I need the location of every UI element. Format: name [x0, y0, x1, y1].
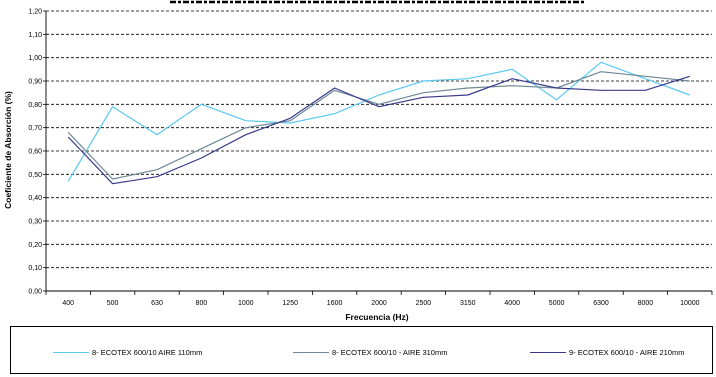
x-tick-labels: 400 500 630 800 1000 1250 1600 2000 2500 3150 4000… — [62, 300, 699, 307]
legend-label: 8- ECOTEX 600/10 - AIRE 310mm — [332, 348, 448, 357]
x-tick-label: 4000 — [504, 300, 520, 307]
y-tick-label: 0,70 — [28, 125, 42, 132]
x-tick-label: 5000 — [549, 300, 565, 307]
y-tick-label: 0,20 — [28, 242, 42, 249]
y-tick-label: 1,10 — [28, 32, 42, 39]
x-tick-label: 2500 — [416, 300, 432, 307]
axes — [43, 10, 713, 295]
x-tick-label: 10000 — [680, 300, 700, 307]
y-tick-label: 1,20 — [28, 9, 42, 16]
legend-label: 8- ECOTEX 600/10 AIRE 110mm — [92, 348, 203, 357]
legend-item: 8- ECOTEX 600/10 AIRE 110mm — [53, 348, 202, 357]
y-tick-label: 0,10 — [28, 265, 42, 272]
series-line — [67, 75, 690, 185]
y-tick-labels: 0,00 0,10 0,20 0,30 0,40 0,50 0,60 0,70 0,80 0,90… — [28, 9, 42, 296]
legend-swatch — [53, 352, 89, 353]
y-tick-label: 0,90 — [28, 79, 42, 86]
x-tick-label: 800 — [196, 300, 208, 307]
legend-item: 9- ECOTEX 600/10 - AIRE 210mm — [530, 348, 684, 357]
x-tick-label: 6300 — [593, 300, 609, 307]
x-tick-label: 3150 — [460, 300, 476, 307]
y-tick-label: 0,30 — [28, 219, 42, 226]
x-tick-label: 1000 — [238, 300, 254, 307]
legend-label: 9- ECOTEX 600/10 - AIRE 210mm — [569, 348, 685, 357]
y-tick-label: 0,40 — [28, 195, 42, 202]
y-tick-label: 0,60 — [28, 149, 42, 156]
line-chart: 0,00 0,10 0,20 0,30 0,40 0,50 0,60 0,70 0,80 0,90… — [3, 0, 713, 322]
x-tick-label: 500 — [107, 300, 119, 307]
legend-swatch — [530, 352, 566, 353]
x-axis-label: Frecuencia (Hz) — [345, 312, 408, 322]
x-tick-label: 1600 — [327, 300, 343, 307]
legend-swatch — [293, 352, 329, 353]
legend-item: 8- ECOTEX 600/10 - AIRE 310mm — [293, 348, 447, 357]
x-tick-label: 630 — [151, 300, 163, 307]
x-tick-label: 2000 — [371, 300, 387, 307]
y-axis-label: Coeficiente de Absorción (%) — [3, 91, 13, 209]
y-tick-label: 0,00 — [28, 289, 42, 296]
chart-area: 0,00 0,10 0,20 0,30 0,40 0,50 0,60 0,70 0,80 0,90… — [3, 0, 713, 322]
series-lines — [67, 61, 691, 185]
y-tick-label: 1,00 — [28, 55, 42, 62]
x-tick-label: 1250 — [282, 300, 298, 307]
x-tick-label: 8000 — [638, 300, 654, 307]
series-line — [67, 61, 691, 182]
y-tick-label: 0,50 — [28, 172, 42, 179]
series-line — [67, 71, 690, 180]
x-tick-label: 400 — [62, 300, 74, 307]
legend: 8- ECOTEX 600/10 AIRE 110mm 8- ECOTEX 60… — [10, 326, 713, 374]
grid — [46, 10, 712, 269]
y-tick-label: 0,80 — [28, 102, 42, 109]
